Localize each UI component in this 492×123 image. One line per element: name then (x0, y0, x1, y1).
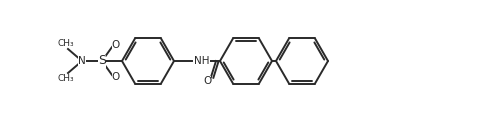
Text: CH₃: CH₃ (58, 74, 74, 83)
Text: O: O (112, 40, 120, 50)
Text: S: S (98, 54, 106, 68)
Text: NH: NH (194, 56, 210, 66)
Text: CH₃: CH₃ (58, 39, 74, 48)
Text: O: O (112, 72, 120, 82)
Text: O: O (203, 76, 211, 86)
Text: N: N (78, 56, 86, 66)
